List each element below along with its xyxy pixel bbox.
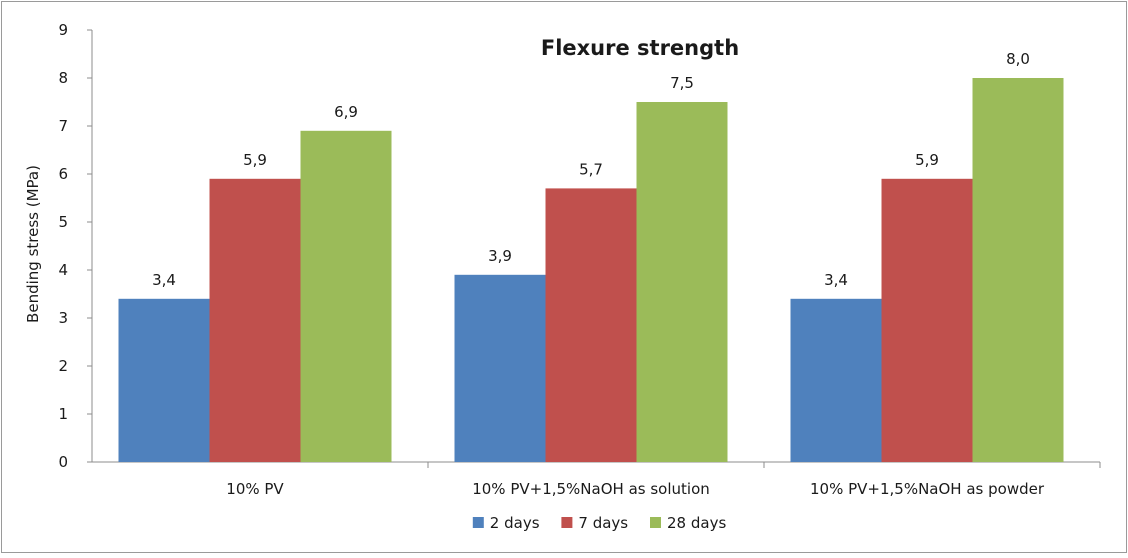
- y-tick-label: 9: [58, 21, 68, 39]
- bar: [209, 178, 301, 463]
- y-tick-label: 6: [58, 165, 68, 183]
- category-label: 10% PV+1,5%NaOH as powder: [810, 480, 1045, 498]
- y-tick-label: 1: [58, 405, 68, 423]
- y-tick-label: 8: [58, 69, 68, 87]
- legend-label: 2 days: [490, 514, 540, 532]
- data-label: 3,4: [152, 271, 176, 289]
- y-tick-label: 4: [58, 261, 68, 279]
- data-label: 5,7: [579, 160, 603, 178]
- category-label: 10% PV+1,5%NaOH as solution: [472, 480, 710, 498]
- y-tick-label: 7: [58, 117, 68, 135]
- data-label: 3,9: [488, 247, 512, 265]
- legend-swatch: [472, 517, 484, 528]
- legend-label: 28 days: [667, 514, 726, 532]
- legend-label: 7 days: [578, 514, 628, 532]
- bar: [300, 130, 392, 463]
- y-axis-label: Bending stress (MPa): [24, 165, 42, 323]
- bar: [118, 298, 210, 462]
- bar: [454, 274, 546, 462]
- plot-area: 0 1 2 3 4 5 6 7 8 9 3,4 5,9 6,9 10% PV 3,9 5,7 7,5 10% PV…: [58, 21, 1101, 498]
- bar: [545, 188, 637, 462]
- y-tick-label: 3: [58, 309, 68, 327]
- y-tick-label: 0: [58, 453, 68, 471]
- bar: [881, 178, 973, 463]
- category-label: 10% PV: [226, 480, 284, 498]
- data-label: 8,0: [1006, 50, 1030, 68]
- y-tick-label: 5: [58, 213, 68, 231]
- data-label: 5,9: [243, 151, 267, 169]
- legend: 2 days 7 days 28 days: [472, 514, 726, 532]
- bar: [972, 78, 1064, 462]
- data-label: 5,9: [915, 151, 939, 169]
- y-tick-label: 2: [58, 357, 68, 375]
- data-label: 3,4: [824, 271, 848, 289]
- chart-title: Flexure strength: [541, 36, 739, 60]
- data-label: 7,5: [670, 74, 694, 92]
- data-label: 6,9: [334, 103, 358, 121]
- bar: [636, 102, 728, 462]
- legend-swatch: [650, 517, 661, 528]
- legend-swatch: [561, 517, 573, 528]
- bar: [790, 298, 882, 462]
